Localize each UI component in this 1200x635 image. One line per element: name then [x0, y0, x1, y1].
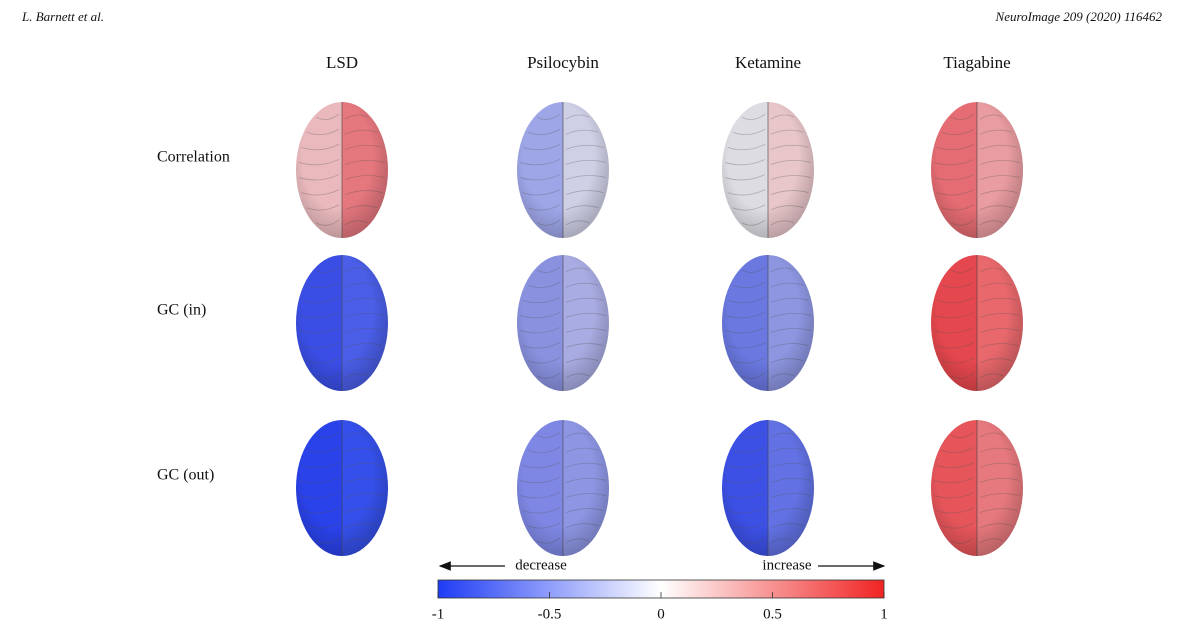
column-title: LSD — [326, 53, 358, 72]
brain — [931, 102, 1023, 238]
colorbar-tick-label: 0 — [657, 606, 665, 622]
column-title: Psilocybin — [527, 53, 599, 72]
increase-label: increase — [762, 557, 811, 573]
decrease-label: decrease — [515, 557, 567, 573]
brain — [296, 102, 388, 238]
brain — [296, 255, 388, 391]
row-label: GC (out) — [157, 467, 214, 484]
colorbar-tick-label: -1 — [432, 606, 445, 622]
brain — [517, 255, 609, 391]
brain — [296, 420, 388, 556]
brain — [722, 255, 814, 391]
brain — [722, 102, 814, 238]
brain — [931, 255, 1023, 391]
colorbar-tick-label: 0.5 — [763, 606, 782, 622]
column-title: Tiagabine — [943, 53, 1010, 72]
column-title: Ketamine — [735, 53, 801, 72]
colorbar-tick-label: -0.5 — [538, 606, 562, 622]
header-left: L. Barnett et al. — [21, 9, 104, 24]
row-label: GC (in) — [157, 302, 206, 319]
brain — [517, 102, 609, 238]
brain — [931, 420, 1023, 556]
colorbar-tick-label: 1 — [880, 606, 888, 622]
brain — [722, 420, 814, 556]
row-label: Correlation — [157, 149, 230, 166]
brain — [517, 420, 609, 556]
header-right: NeuroImage 209 (2020) 116462 — [995, 9, 1163, 24]
